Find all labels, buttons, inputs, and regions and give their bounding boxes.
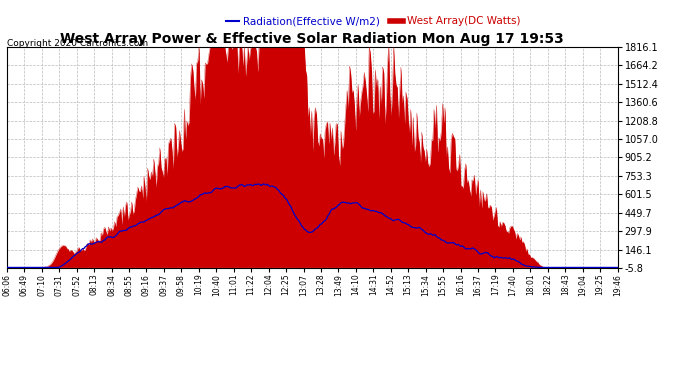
Text: Copyright 2020 Cartronics.com: Copyright 2020 Cartronics.com [7, 39, 148, 48]
Legend: Radiation(Effective W/m2), West Array(DC Watts): Radiation(Effective W/m2), West Array(DC… [222, 12, 524, 31]
Title: West Array Power & Effective Solar Radiation Mon Aug 17 19:53: West Array Power & Effective Solar Radia… [60, 32, 564, 46]
